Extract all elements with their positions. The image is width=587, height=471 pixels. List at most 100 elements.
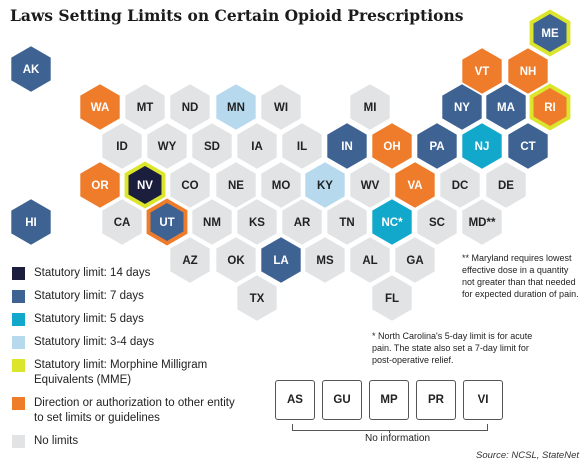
state-hex [237, 275, 277, 321]
state-hex [305, 162, 345, 208]
state-hex [80, 162, 120, 208]
state-label: TN [339, 217, 354, 229]
source-credit: Source: NCSL, StateNet [476, 450, 579, 461]
state-tile-fl: FL [372, 275, 412, 321]
state-tile-nj: NJ [462, 123, 502, 169]
state-hex [462, 123, 502, 169]
state-label: LA [273, 255, 288, 267]
state-tile-dc: DC [440, 162, 480, 208]
state-hex [216, 84, 256, 130]
state-label: NJ [475, 141, 490, 153]
state-hex [327, 123, 367, 169]
state-tile-ks: KS [237, 199, 277, 245]
state-label: DE [498, 180, 514, 192]
state-label: NV [137, 180, 153, 192]
state-tile-va: VA [395, 162, 435, 208]
state-label: MT [137, 102, 154, 114]
state-hex [462, 199, 502, 245]
state-label: RI [544, 102, 556, 114]
state-hex [102, 199, 142, 245]
state-tile-mi: MI [350, 84, 390, 130]
state-hex [395, 237, 435, 283]
maryland-footnote: ** Maryland requires lowest effective do… [462, 253, 579, 299]
state-tile-wy: WY [147, 123, 187, 169]
state-label: OR [91, 180, 109, 192]
state-label: TX [250, 293, 265, 305]
state-tile-nc: NC* [372, 199, 412, 245]
state-tile-sd: SD [192, 123, 232, 169]
state-label: WI [274, 102, 288, 114]
state-label: ME [541, 28, 559, 40]
legend-label: Statutory limit: Morphine Milligram Equi… [34, 359, 208, 386]
state-hex [192, 199, 232, 245]
state-hex [462, 48, 502, 94]
state-hex [417, 123, 457, 169]
state-tile-mo: MO [261, 162, 301, 208]
state-hex [150, 203, 184, 241]
state-label: NY [454, 102, 470, 114]
legend-item: Statutory limit: 3-4 days [12, 335, 237, 350]
state-tile-ut: UT [146, 198, 188, 246]
state-tile-hi: HI [11, 199, 51, 245]
state-tile-ok: OK [216, 237, 256, 283]
state-label: VA [407, 180, 422, 192]
state-label: ND [182, 102, 199, 114]
legend-swatch-days7 [12, 290, 25, 303]
state-hex [170, 237, 210, 283]
state-hex [350, 237, 390, 283]
state-hex [440, 162, 480, 208]
state-tile-or: OR [80, 162, 120, 208]
legend-label: No limits [34, 435, 79, 447]
state-label: DC [452, 180, 469, 192]
state-hex [442, 84, 482, 130]
legend-item: Statutory limit: Morphine Milligram Equi… [12, 358, 237, 388]
legend-label: Statutory limit: 3-4 days [34, 336, 155, 348]
state-label: WY [158, 141, 177, 153]
state-label: AK [23, 64, 40, 76]
state-tile-pa: PA [417, 123, 457, 169]
state-tile-oh: OH [372, 123, 412, 169]
state-hex [508, 123, 548, 169]
state-label: SD [204, 141, 220, 153]
state-label: MA [497, 102, 515, 114]
territories-bracket [292, 424, 488, 431]
state-hex [128, 166, 162, 204]
state-tile-az: AZ [170, 237, 210, 283]
state-tile-la: LA [261, 237, 301, 283]
state-tile-wi: WI [261, 84, 301, 130]
state-hex [147, 123, 187, 169]
state-label: MO [272, 180, 291, 192]
state-tile-tx: TX [237, 275, 277, 321]
territories-group: AS GU MP PR VI No information [275, 380, 505, 446]
state-hex [417, 199, 457, 245]
legend-swatch-days3-4 [12, 336, 25, 349]
territory-box: VI [463, 380, 503, 420]
state-label: WA [91, 102, 110, 114]
state-tile-ct: CT [508, 123, 548, 169]
state-label: IL [297, 141, 307, 153]
legend-label: Statutory limit: 7 days [34, 290, 144, 302]
state-label: MD** [469, 217, 496, 229]
territory-box: PR [416, 380, 456, 420]
state-tile-ak: AK [11, 46, 51, 92]
state-hex [170, 84, 210, 130]
state-tile-id: ID [102, 123, 142, 169]
state-label: OH [383, 141, 400, 153]
state-label: NH [520, 66, 537, 78]
state-tile-ma: MA [486, 84, 526, 130]
state-hex [282, 199, 322, 245]
state-hex [395, 162, 435, 208]
state-hex [216, 162, 256, 208]
state-label: AL [362, 255, 377, 267]
state-tile-wa: WA [80, 84, 120, 130]
state-tile-tn: TN [327, 199, 367, 245]
state-tile-vt: VT [462, 48, 502, 94]
state-tile-ca: CA [102, 199, 142, 245]
state-tile-co: CO [170, 162, 210, 208]
state-label: IN [341, 141, 353, 153]
state-tile-ne: NE [216, 162, 256, 208]
state-tile-ga: GA [395, 237, 435, 283]
state-tile-ia: IA [237, 123, 277, 169]
state-label: CO [181, 180, 198, 192]
legend: Statutory limit: 14 days Statutory limit… [12, 266, 237, 457]
